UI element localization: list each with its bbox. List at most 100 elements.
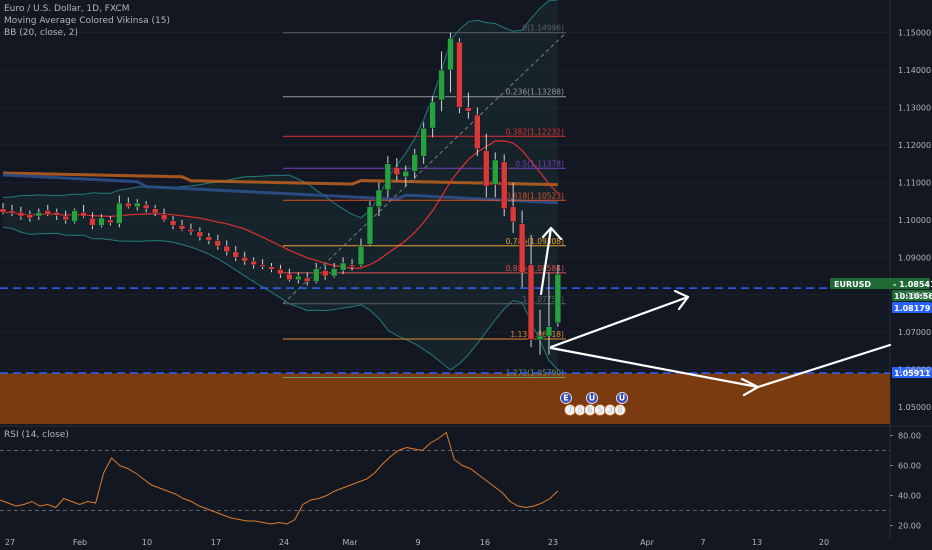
candle-body <box>232 251 239 258</box>
price-tick-label: 1.14000 <box>898 66 931 75</box>
rsi-pane <box>0 431 893 526</box>
candle-body <box>554 273 562 324</box>
candle-body <box>277 269 284 275</box>
candle-body <box>160 214 168 221</box>
candle-body <box>187 228 195 233</box>
candle-body <box>474 114 481 149</box>
candle-body <box>393 167 401 176</box>
time-axis-label: 7 <box>700 538 705 547</box>
event-marker-label: 5 <box>577 406 582 415</box>
candle <box>545 272 553 355</box>
candle-body <box>438 69 445 101</box>
time-axis-label: 16 <box>480 538 490 547</box>
fib-level-label: 0.236(1.13288) <box>506 88 564 97</box>
rsi-tick-label: 80.00 <box>898 432 921 441</box>
bb-fill <box>3 0 558 370</box>
candle <box>500 154 508 217</box>
candle-body <box>151 208 159 214</box>
price-tick-label: 1.15000 <box>898 29 931 38</box>
candle-body <box>71 210 78 222</box>
event-marker-label: U <box>619 394 626 403</box>
candle-body <box>286 273 293 281</box>
candle <box>35 208 43 220</box>
fib-level-label: 0.5(1.11378) <box>515 159 564 168</box>
candle <box>116 195 123 228</box>
indicator-rsi-label: RSI (14, close) <box>4 430 69 440</box>
candle-body <box>178 225 186 230</box>
time-axis-label: 10 <box>142 538 152 547</box>
candle <box>125 197 132 209</box>
candle <box>223 240 230 256</box>
arrow-down-head <box>740 377 760 397</box>
candle-body <box>259 264 266 267</box>
event-marker-label: E <box>563 394 568 403</box>
candle-body <box>366 206 374 245</box>
candle <box>268 262 275 273</box>
candle <box>438 51 445 112</box>
price-tag-bg <box>892 367 932 379</box>
candle <box>277 264 284 278</box>
candle <box>429 96 436 138</box>
candle-body <box>169 220 177 226</box>
candle-body <box>321 270 329 277</box>
time-axis-label: Apr <box>640 538 655 547</box>
rsi-tick-label: 60.00 <box>898 462 921 471</box>
candle <box>232 246 239 262</box>
candle <box>98 214 105 228</box>
bb-upper-band <box>2 0 558 219</box>
rsi-line <box>0 431 559 525</box>
event-marker <box>560 392 572 404</box>
candle <box>187 223 195 235</box>
candle-body <box>53 212 60 216</box>
candle-body <box>357 245 365 266</box>
candle <box>8 204 16 217</box>
price-tick-label: 1.06000 <box>898 366 931 375</box>
fib-level-label: 0(1.14996) <box>522 24 564 33</box>
candle-body <box>295 275 302 281</box>
candle <box>483 133 490 198</box>
candle-body <box>492 159 499 185</box>
price-tag <box>830 278 930 289</box>
candle <box>447 32 454 93</box>
candle-body <box>304 277 311 282</box>
candle-body <box>17 212 25 217</box>
candle <box>295 272 302 284</box>
candle-body <box>339 262 347 271</box>
price-tag-value: 10:10:56 <box>894 292 932 301</box>
candle-body <box>134 202 141 208</box>
arrow-right-line <box>549 295 690 349</box>
candle <box>62 210 69 224</box>
fib-level-label: 1.13(1.06818) <box>510 330 564 339</box>
candle <box>286 268 293 282</box>
event-marker-label: 7 <box>567 406 572 415</box>
support-zone <box>0 373 890 424</box>
candle-body <box>330 268 338 277</box>
symbol-title: Euro / U.S. Dollar, 1D, FXCM <box>4 4 130 14</box>
candle-body <box>447 37 454 71</box>
event-marker <box>586 392 598 404</box>
candle-body <box>223 245 230 252</box>
candle-body <box>375 189 383 208</box>
candle <box>465 92 472 119</box>
event-marker-label: 6 <box>587 406 592 415</box>
candle-body <box>250 260 257 266</box>
candle <box>554 264 562 327</box>
candle-body <box>348 264 356 267</box>
candle <box>53 208 60 220</box>
price-tick-label: 1.08000 <box>898 291 931 300</box>
candle-body <box>313 268 320 282</box>
candle-body <box>80 212 87 217</box>
time-axis-label: 17 <box>211 538 221 547</box>
projection-arrows <box>539 226 892 397</box>
candle-body <box>107 219 114 224</box>
candle <box>205 232 213 245</box>
candle <box>107 216 114 226</box>
candle <box>456 38 463 114</box>
candle <box>492 152 499 198</box>
price-tick-label: 1.11000 <box>898 178 931 187</box>
arrow-up-head <box>541 226 563 241</box>
time-axis-label: 9 <box>415 538 420 547</box>
candle-body <box>205 236 213 241</box>
